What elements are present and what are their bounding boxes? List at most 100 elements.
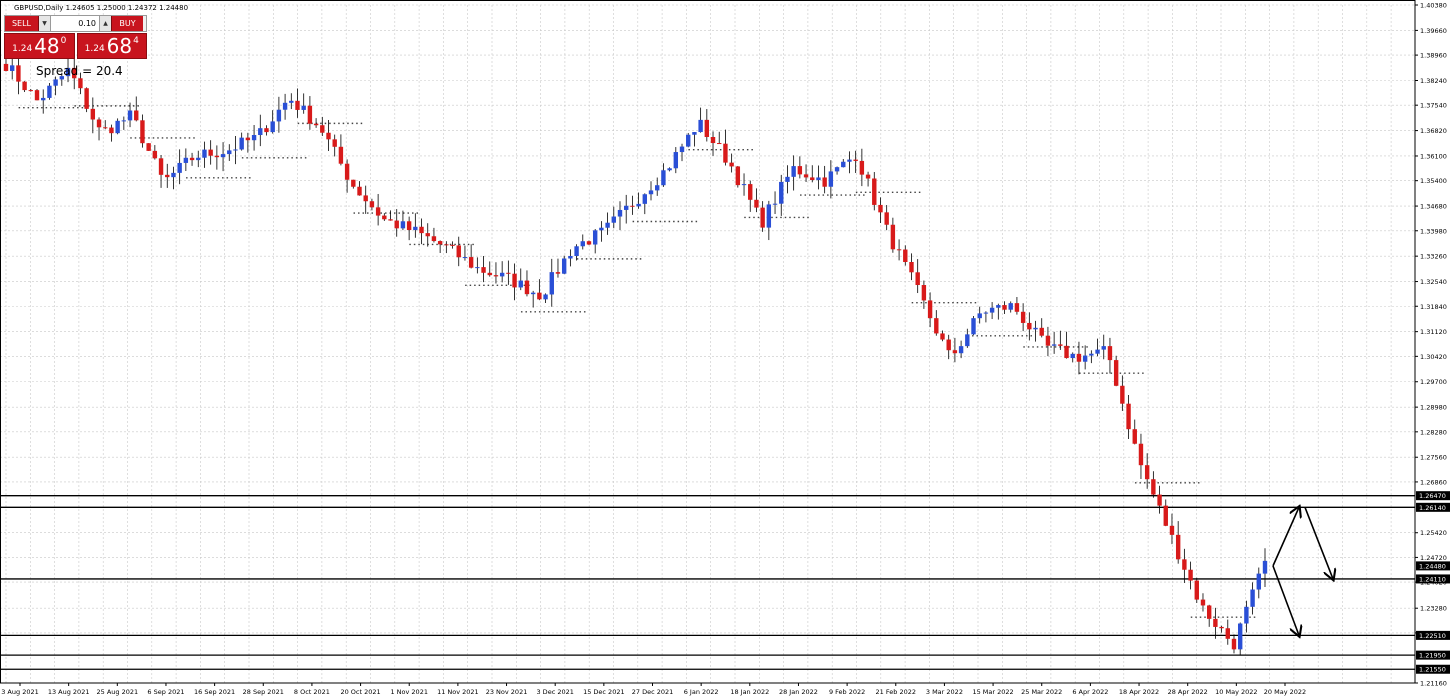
candle-body <box>1076 353 1082 362</box>
candle-body <box>140 120 145 144</box>
price-label-box <box>1416 491 1450 501</box>
x-tick-label: 25 Mar 2022 <box>1021 688 1062 696</box>
x-tick-label: 16 Sep 2021 <box>194 688 235 696</box>
candle-body <box>270 121 275 133</box>
candle-body <box>524 280 530 295</box>
y-tick-label: 1.32540 <box>1420 278 1447 286</box>
candle-body <box>617 209 623 217</box>
lot-decrease-icon[interactable]: ▼ <box>39 16 51 31</box>
candle-body <box>344 163 350 180</box>
candle-body <box>903 249 908 262</box>
horizontal-levels <box>0 495 1415 670</box>
price-label-box <box>1416 630 1450 640</box>
x-tick-label: 11 Nov 2021 <box>437 688 479 696</box>
candle-body <box>1213 618 1218 627</box>
x-tick-label: 3 Mar 2022 <box>926 688 963 696</box>
x-tick-label: 28 Jan 2022 <box>779 688 818 696</box>
sell-button[interactable]: SELL <box>5 16 39 31</box>
projection-arrow <box>1272 507 1299 567</box>
candle-body <box>196 157 201 161</box>
buy-price-prefix: 1.24 <box>84 44 105 54</box>
x-tick-label: 8 Oct 2021 <box>294 688 330 696</box>
candle-body <box>692 132 697 135</box>
candle-body <box>915 272 920 286</box>
x-tick-label: 18 Jan 2022 <box>730 688 769 696</box>
candle-body <box>865 174 871 179</box>
x-tick-label: 28 Sep 2021 <box>243 688 284 696</box>
y-tick-label: 1.38960 <box>1420 52 1447 60</box>
candle-body <box>1237 623 1243 650</box>
candle-body <box>1033 327 1038 330</box>
candle-body <box>282 102 288 110</box>
candle-body <box>406 221 412 231</box>
x-tick-label: 20 May 2022 <box>1264 688 1306 696</box>
candle-body <box>586 241 592 245</box>
candle-body <box>220 154 226 158</box>
candle-body <box>1126 403 1131 430</box>
candle-body <box>375 207 381 216</box>
candle-body <box>847 159 852 162</box>
y-tick-label: 1.21160 <box>1420 680 1447 688</box>
candle-body <box>134 110 139 121</box>
y-tick-label: 1.31840 <box>1420 303 1447 311</box>
lot-increase-icon[interactable]: ▲ <box>99 16 111 31</box>
candle-body <box>834 167 840 172</box>
candle-body <box>605 222 610 228</box>
y-tick-label: 1.37540 <box>1420 102 1447 110</box>
candle-body <box>741 184 747 186</box>
candle-body <box>1188 569 1193 581</box>
x-tick-label: 6 Sep 2021 <box>147 688 184 696</box>
x-tick-label: 3 Dec 2021 <box>536 688 573 696</box>
candle-body <box>456 245 461 258</box>
lot-size-input[interactable]: 0.10 <box>51 16 99 31</box>
candle-body <box>468 257 474 268</box>
x-tick-label: 15 Dec 2021 <box>583 688 625 696</box>
candle-body <box>1082 355 1088 362</box>
candle-body <box>357 186 362 196</box>
candle-body <box>158 158 164 175</box>
candle-body <box>431 236 437 242</box>
candle-body <box>878 204 883 213</box>
candle-body <box>766 204 772 228</box>
candlesticks <box>3 50 1268 655</box>
candle-body <box>152 150 158 159</box>
candle-body <box>437 241 443 245</box>
symbol-label: GBPUSD,Daily <box>14 4 64 12</box>
buy-price-box[interactable]: 1.24 68 4 <box>76 33 147 59</box>
candle-body <box>487 272 492 276</box>
y-tick-label: 1.38240 <box>1420 77 1447 85</box>
candle-body <box>592 230 598 245</box>
candle-body <box>251 135 257 141</box>
candle-body <box>983 312 989 314</box>
y-tick-label: 1.25420 <box>1420 529 1447 537</box>
buy-button[interactable]: BUY <box>111 16 143 31</box>
candle-body <box>127 110 133 121</box>
candle-body <box>239 137 244 150</box>
candle-body <box>103 127 108 129</box>
price-quotes: 1.24 48 0 1.24 68 4 <box>4 33 147 59</box>
candle-body <box>394 220 399 229</box>
x-tick-label: 18 Apr 2022 <box>1119 688 1159 696</box>
candle-body <box>772 203 778 205</box>
price-label-box <box>1416 561 1450 571</box>
candle-body <box>1132 429 1137 444</box>
candle-body <box>419 226 424 234</box>
candle-body <box>561 258 567 274</box>
candle-body <box>958 346 964 354</box>
y-tick-label: 1.28280 <box>1420 428 1447 436</box>
y-tick-label: 1.31120 <box>1420 328 1447 336</box>
candle-body <box>493 275 499 277</box>
x-tick-label: 20 Oct 2021 <box>340 688 380 696</box>
candle-body <box>121 120 127 122</box>
candle-body <box>952 350 958 354</box>
candle-body <box>667 168 672 171</box>
candle-body <box>165 174 170 178</box>
sell-price-big: 48 <box>34 34 60 58</box>
projection-arrow <box>1272 565 1299 635</box>
candle-body <box>1256 573 1261 590</box>
candle-body <box>109 127 114 134</box>
candle-body <box>698 119 703 133</box>
sell-price-box[interactable]: 1.24 48 0 <box>4 33 75 59</box>
price-label: 1.21550 <box>1419 666 1446 674</box>
